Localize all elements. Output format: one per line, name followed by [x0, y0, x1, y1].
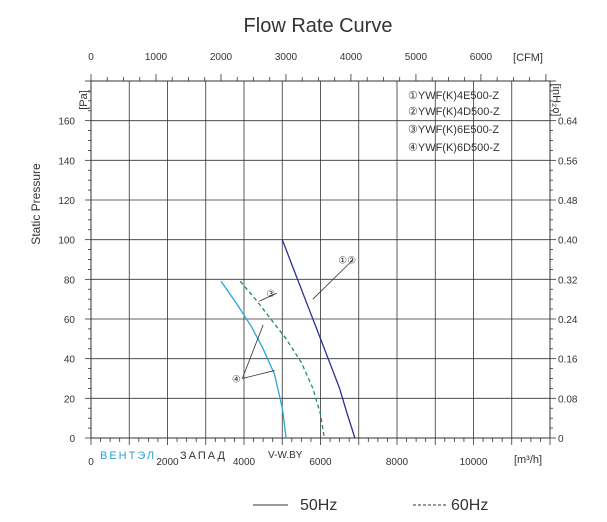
x2-tick-label: 3000	[275, 52, 298, 63]
y2-tick-label: 0.56	[558, 156, 578, 167]
series-line-1	[281, 239, 356, 439]
y2-tick-label: 0.40	[558, 236, 578, 247]
x-tick-label: 4000	[233, 457, 256, 468]
y-tick-label: 60	[64, 315, 76, 326]
watermark-left: ВЕНТЭЛ	[100, 450, 156, 462]
grid-lines	[90, 80, 551, 439]
x2-unit-label: [CFM]	[513, 52, 543, 64]
tick-marks	[85, 74, 556, 445]
y2-tick-label: 0.64	[558, 117, 578, 128]
watermark-right: ЗАПАД	[180, 450, 227, 462]
y2-tick-label: 0.16	[558, 355, 578, 366]
y2-tick-label: 0.24	[558, 315, 578, 326]
series-line-3	[220, 280, 287, 439]
y-axis-label: Static Pressure	[29, 163, 43, 245]
y-tick-label: 80	[64, 275, 76, 286]
frequency-legend: 50Hz 60Hz	[253, 497, 488, 514]
callouts: ①② ③ ④	[232, 256, 356, 386]
x2-tick-label: 4000	[340, 52, 363, 63]
y-tick-label: 40	[64, 355, 76, 366]
legend-50hz-label: 50Hz	[300, 497, 337, 514]
x2-tick-label: 5000	[405, 52, 428, 63]
watermark-site: V-W.BY	[268, 450, 303, 461]
y-tick-label: 140	[58, 156, 75, 167]
y-tick-label: 120	[58, 196, 75, 207]
y-tick-label: 160	[58, 117, 75, 128]
callout-leader	[312, 259, 354, 300]
x2-tick-label: 6000	[470, 52, 493, 63]
x2-tick-label: 0	[88, 52, 94, 63]
callout-label: ①②	[338, 256, 356, 267]
model-label-2: ②YWF(K)4D500-Z	[408, 106, 500, 118]
callout-leader	[241, 324, 264, 379]
y2-unit-label: [inH₂o]	[550, 83, 562, 116]
series-line-2	[239, 280, 325, 439]
callout-leader	[259, 292, 277, 302]
x2-tick-label: 1000	[145, 52, 168, 63]
x-tick-label: 8000	[386, 457, 409, 468]
x-tick-label: 6000	[309, 457, 332, 468]
y2-tick-label: 0.32	[558, 275, 578, 286]
callout-leader	[242, 370, 275, 379]
y-unit-label: [Pa]	[78, 90, 90, 110]
model-label-4: ④YWF(K)6D500-Z	[408, 142, 500, 154]
watermark: ВЕНТЭЛ ЗАПАД V-W.BY	[100, 450, 303, 462]
x-tick-label: 10000	[460, 457, 488, 468]
legend-60hz-label: 60Hz	[451, 497, 488, 514]
y2-tick-label: 0.08	[558, 394, 578, 405]
y2-tick-label: 0.48	[558, 196, 578, 207]
callout-label: ③	[266, 289, 275, 300]
x-tick-label: 2000	[156, 457, 179, 468]
chart-title: Flow Rate Curve	[244, 15, 393, 37]
callout-label: ④	[232, 375, 241, 386]
model-label-1: ①YWF(K)4E500-Z	[408, 90, 499, 102]
y2-tick-label: 0	[558, 434, 564, 445]
curves	[220, 239, 356, 439]
y-tick-label: 0	[69, 434, 75, 445]
y-tick-label: 20	[64, 394, 76, 405]
x2-tick-label: 2000	[210, 52, 233, 63]
y-tick-label: 100	[58, 236, 75, 247]
model-label-3: ③YWF(K)6E500-Z	[408, 124, 499, 136]
x-tick-label: 0	[88, 457, 94, 468]
x-unit-label: [m³/h]	[514, 454, 542, 466]
tick-labels: 0 20 40 60 80 100 120 140 160 0 0.08 0.16 0.24 0.32 0.…	[58, 52, 578, 468]
